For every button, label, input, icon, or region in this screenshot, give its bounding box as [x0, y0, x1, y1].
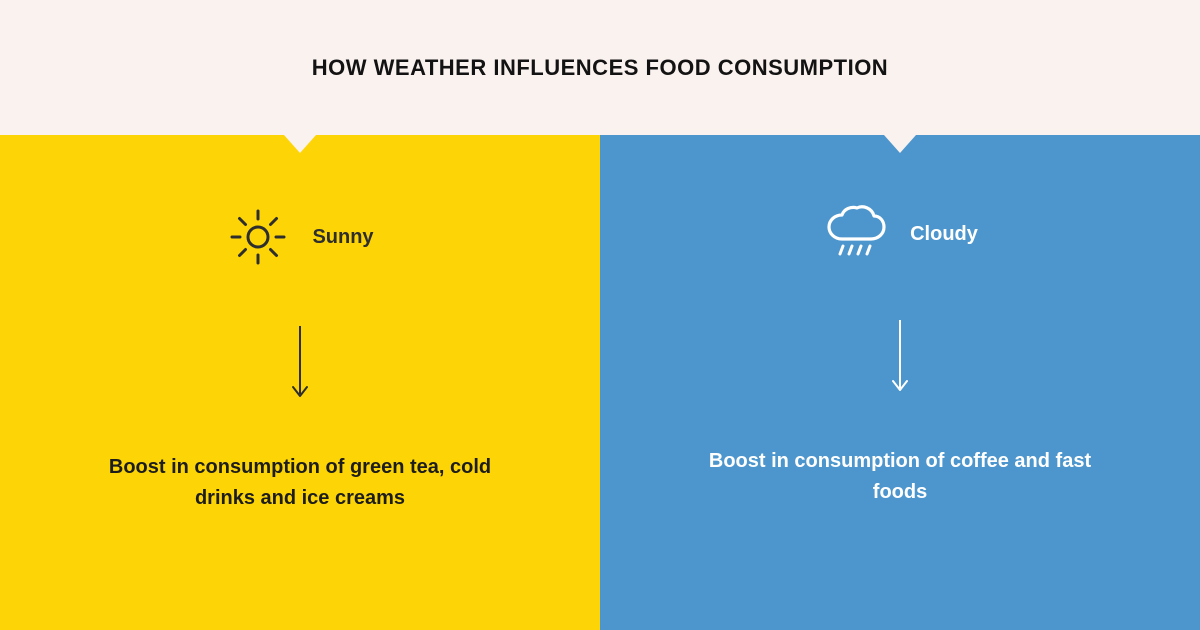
header: HOW WEATHER INFLUENCES FOOD CONSUMPTION [0, 0, 1200, 135]
notch-right [884, 135, 916, 153]
label-sunny: Sunny [312, 226, 373, 249]
sun-icon [226, 205, 290, 269]
arrow-sunny [290, 324, 310, 404]
cloud-rain-icon [822, 205, 888, 263]
description-sunny: Boost in consumption of green tea, cold … [90, 452, 510, 514]
panels-container: Sunny Boost in consumption of green tea,… [0, 135, 1200, 630]
arrow-cloudy [890, 318, 910, 398]
page-title: HOW WEATHER INFLUENCES FOOD CONSUMPTION [312, 55, 888, 81]
icon-row-sunny: Sunny [226, 205, 373, 269]
description-cloudy: Boost in consumption of coffee and fast … [690, 446, 1110, 508]
notch-left [284, 135, 316, 153]
icon-row-cloudy: Cloudy [822, 205, 978, 263]
infographic-page: HOW WEATHER INFLUENCES FOOD CONSUMPTION [0, 0, 1200, 630]
label-cloudy: Cloudy [910, 223, 978, 246]
panel-cloudy: Cloudy Boost in consumption of coffee an… [600, 135, 1200, 630]
panel-sunny: Sunny Boost in consumption of green tea,… [0, 135, 600, 630]
